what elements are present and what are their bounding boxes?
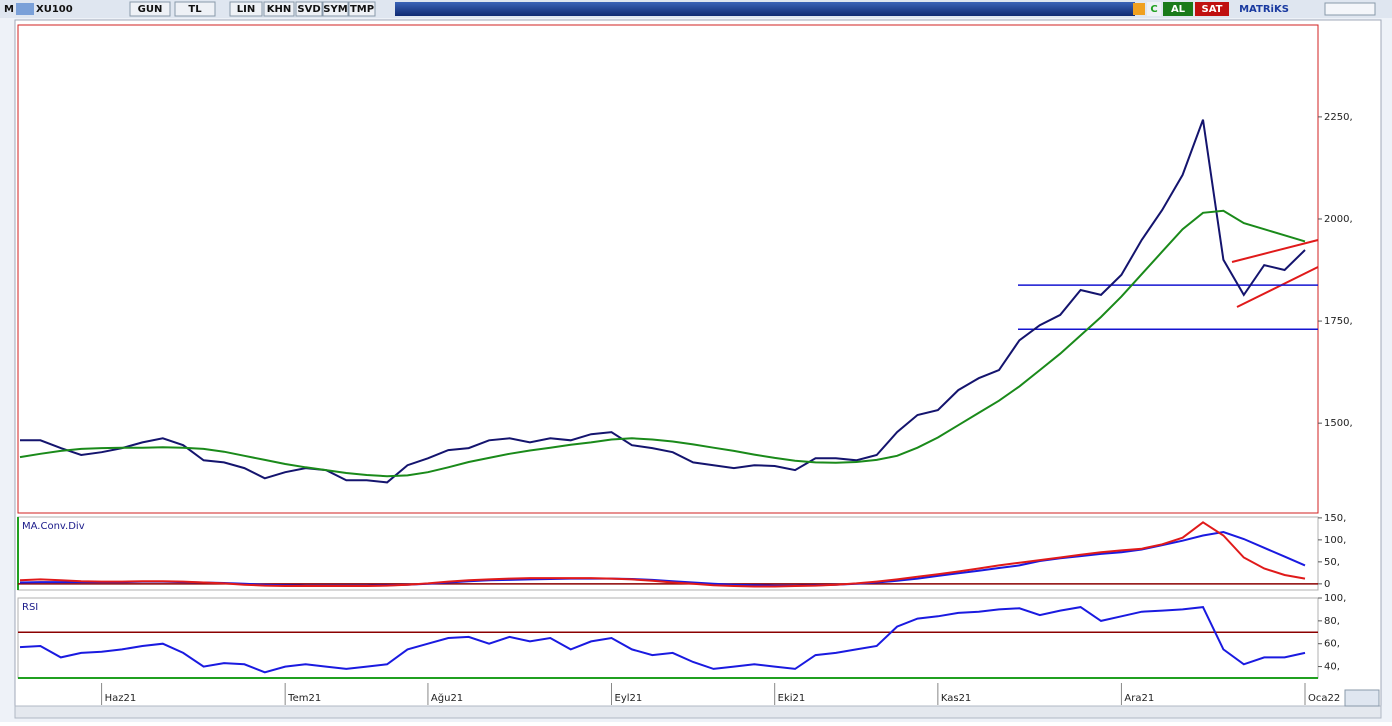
toolbar-button[interactable] [348, 1, 376, 17]
y-tick-label: 1500, [1324, 418, 1353, 429]
y-tick-label: 2250, [1324, 112, 1353, 123]
x-tick-label: Eki21 [778, 693, 806, 704]
toolbar-button-label[interactable]: LIN [237, 4, 255, 15]
panel-marks [18, 606, 1318, 674]
toolbar-button-label[interactable]: TMP [350, 4, 374, 15]
toolbar-button-label[interactable]: SAT [1202, 4, 1223, 15]
y-tick-label: 80, [1324, 616, 1340, 627]
toolbar-button[interactable] [1163, 2, 1193, 16]
series-line [19, 209, 1306, 478]
scrollbar[interactable] [14, 705, 1382, 719]
y-tick-label: 100, [1324, 535, 1346, 546]
toolbar-button-label[interactable]: GUN [138, 4, 163, 15]
toolbar-button-label[interactable]: SVD [297, 4, 320, 15]
toolbar-button[interactable] [1147, 2, 1161, 16]
price-panel [17, 24, 1319, 514]
toolbar-button[interactable] [1195, 2, 1229, 16]
x-tick-label: Ara21 [1124, 693, 1154, 704]
x-tick-label: Haz21 [105, 693, 137, 704]
toolbar-button-label[interactable]: SYM [323, 4, 347, 15]
title-strip [395, 2, 1135, 16]
trend-line [1231, 239, 1319, 263]
x-tick-label: Ağu21 [431, 692, 463, 704]
y-tick-label: 50, [1324, 557, 1340, 568]
window-controls[interactable] [1324, 2, 1376, 16]
toolbar-button-label[interactable]: TL [188, 4, 202, 15]
toolbar-button-label[interactable]: C [1150, 4, 1157, 15]
y-tick-label: 2000, [1324, 214, 1353, 225]
y-tick-label: 0 [1324, 579, 1330, 590]
y-tick-label: 1750, [1324, 316, 1353, 327]
panel-marks [18, 521, 1318, 588]
series-line [19, 606, 1306, 674]
series-line [19, 521, 1306, 588]
logo: M [4, 4, 14, 15]
brand: MATRiKS [1239, 4, 1289, 15]
toolbar-button-label[interactable]: KHN [267, 4, 292, 15]
x-tick-label: Tem21 [287, 693, 321, 704]
y-tick-label: 150, [1324, 513, 1346, 524]
x-tick-label: Kas21 [941, 693, 971, 704]
toolbar-button[interactable] [174, 1, 216, 17]
toolbar-button[interactable] [229, 1, 263, 17]
y-tick-label: 100, [1324, 593, 1346, 604]
toolbar-button-label[interactable]: AL [1171, 4, 1186, 15]
toolbar-button[interactable] [129, 1, 171, 17]
y-tick-label: 60, [1324, 639, 1340, 650]
icon [1133, 3, 1145, 15]
toolbar-button[interactable] [263, 1, 295, 17]
panel-title: RSI [22, 602, 38, 613]
y-tick-label: 40, [1324, 662, 1340, 673]
trend-line [1236, 266, 1319, 308]
toolbar-button[interactable] [322, 1, 349, 17]
toolbar-button[interactable] [295, 1, 323, 17]
x-tick-label: Oca22 [1308, 693, 1340, 704]
chart-frame [14, 19, 1382, 707]
panel-marks [19, 119, 1318, 484]
icon [16, 3, 34, 15]
symbol[interactable]: XU100 [36, 4, 73, 15]
series-line [20, 119, 1306, 484]
toolbar-items: M XU100 MATRiKS [4, 2, 1376, 16]
nav-buttons[interactable] [1344, 689, 1380, 707]
panel-title: MA.Conv.Div [22, 521, 85, 532]
x-tick-label: Eyl21 [615, 693, 643, 704]
